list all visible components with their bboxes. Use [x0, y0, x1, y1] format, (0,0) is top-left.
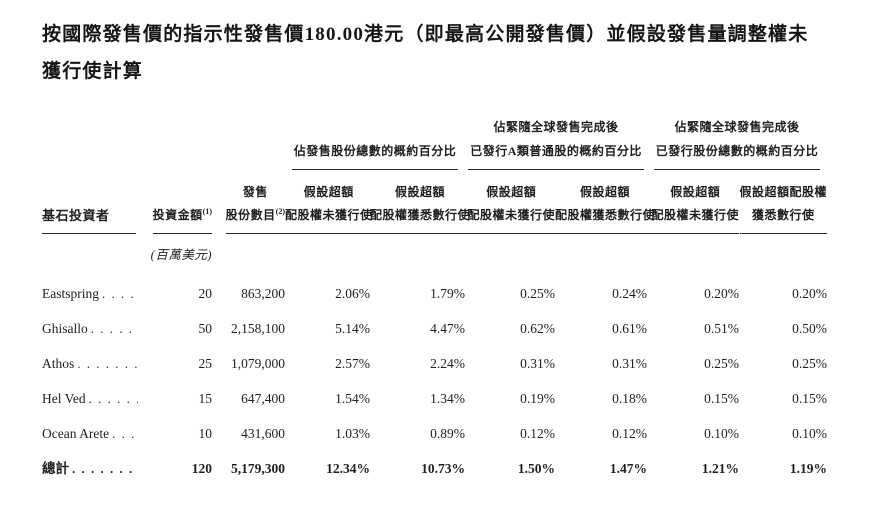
- total-pct-value: 12.34%: [326, 461, 370, 476]
- leader-dots: . . . . . . . . .: [88, 391, 138, 406]
- pct-value: 0.31%: [612, 356, 648, 371]
- pct-value: 0.25%: [792, 356, 828, 371]
- pct-value: 0.20%: [792, 286, 828, 301]
- cornerstone-investors-table: 佔發售股份總數的概約百分比 佔緊隨全球發售完成後 已發行A類普通股的概約百分比 …: [42, 115, 828, 486]
- total-pct-value: 1.47%: [609, 461, 648, 476]
- footnote-1-marker: (1): [202, 207, 212, 216]
- page-title: 按國際發售價的指示性發售價180.00港元（即最高公開發售價）並假設發售量調整權…: [42, 16, 837, 90]
- total-label: 總計: [42, 461, 69, 476]
- investment-amount: 50: [198, 321, 213, 336]
- pct-value: 0.12%: [612, 426, 648, 441]
- pct-value: 0.15%: [792, 391, 828, 406]
- pct-value: 1.34%: [430, 391, 466, 406]
- total-pct-value: 1.50%: [517, 461, 556, 476]
- investor-name: Hel Ved: [42, 391, 86, 406]
- total-pct-value: 10.73%: [421, 461, 466, 476]
- group-header-total-shares-pct: 佔緊隨全球發售完成後 已發行股份總數的概約百分比: [647, 115, 827, 170]
- pct-value: 0.10%: [792, 426, 828, 441]
- col-header-g2-full-overallotment: 假設超額 配股權獲悉數行使: [555, 170, 656, 234]
- investor-name: Ghisallo: [42, 321, 88, 336]
- pct-value: 0.61%: [612, 321, 648, 336]
- table-row: Eastspring. . . . . . . 20 863,200 2.06%…: [42, 263, 827, 311]
- total-row: 總計. . . . . . . . . . . 120 5,179,300 12…: [42, 451, 827, 486]
- table-row: Ghisallo. . . . . . . . . 50 2,158,100 5…: [42, 311, 827, 346]
- investment-amount: 15: [198, 391, 213, 406]
- pct-value: 0.62%: [520, 321, 556, 336]
- offer-shares: 863,200: [241, 286, 285, 301]
- group-header-row: 佔發售股份總數的概約百分比 佔緊隨全球發售完成後 已發行A類普通股的概約百分比 …: [42, 115, 827, 170]
- col-header-investor: 基石投資者: [42, 170, 138, 234]
- pct-value: 0.50%: [792, 321, 828, 336]
- col-header-g3-no-overallotment: 假設超額 配股權未獲行使: [647, 170, 740, 234]
- investor-name: Athos: [42, 356, 75, 371]
- pct-value: 2.06%: [335, 286, 370, 301]
- pct-value: 1.54%: [335, 391, 370, 406]
- pct-value: 0.25%: [520, 286, 556, 301]
- leader-dots: . . . . . . .: [102, 286, 138, 301]
- investor-name: Ocean Arete: [42, 426, 110, 441]
- leader-dots: . . . . . . . . .: [90, 321, 138, 336]
- offer-shares: 1,079,000: [231, 356, 285, 371]
- pct-value: 0.51%: [704, 321, 740, 336]
- investment-amount: 20: [198, 286, 213, 301]
- pct-value: 0.12%: [520, 426, 556, 441]
- pct-value: 2.24%: [430, 356, 466, 371]
- pct-value: 5.14%: [335, 321, 370, 336]
- total-offer-shares: 5,179,300: [231, 461, 285, 476]
- table-row: Ocean Arete. . . . . 10 431,600 1.03% 0.…: [42, 416, 827, 451]
- table-row: Athos. . . . . . . . . . 25 1,079,000 2.…: [42, 346, 827, 381]
- table-row: Hel Ved. . . . . . . . . 15 647,400 1.54…: [42, 381, 827, 416]
- investor-name: Eastspring: [42, 286, 99, 301]
- column-header-row: 基石投資者 投資金額(1) 發售 股份數目(2) 假設超額 配股權未獲行使: [42, 170, 828, 234]
- pct-value: 4.47%: [430, 321, 466, 336]
- col-header-g2-no-overallotment: 假設超額 配股權未獲行使: [465, 170, 556, 234]
- pct-value: 0.20%: [704, 286, 740, 301]
- pct-value: 2.57%: [335, 356, 370, 371]
- group-header-offer-shares-pct: 佔發售股份總數的概約百分比: [285, 115, 465, 170]
- pct-value: 0.31%: [520, 356, 556, 371]
- total-investment-amount: 120: [191, 461, 212, 476]
- pct-value: 0.10%: [704, 426, 740, 441]
- page-title-line2: 獲行使計算: [42, 61, 144, 82]
- amount-unit-label: (百萬美元): [150, 248, 212, 262]
- group-header-spacer: [42, 115, 285, 170]
- footnote-2-marker: (2): [275, 207, 285, 216]
- investment-amount: 10: [198, 426, 213, 441]
- leader-dots: . . . . . . . . . . .: [72, 461, 138, 476]
- pct-value: 0.25%: [704, 356, 740, 371]
- pct-value: 0.89%: [430, 426, 466, 441]
- col-header-g3-full-overallotment: 假設超額配股權 獲悉數行使: [739, 170, 828, 234]
- investment-amount: 25: [198, 356, 213, 371]
- prospectus-page: 按國際發售價的指示性發售價180.00港元（即最高公開發售價）並假設發售量調整權…: [42, 16, 837, 486]
- leader-dots: . . . . .: [112, 426, 138, 441]
- col-header-g1-no-overallotment: 假設超額 配股權未獲行使: [285, 170, 373, 234]
- page-title-line1: 按國際發售價的指示性發售價180.00港元（即最高公開發售價）並假設發售量調整權…: [42, 24, 809, 45]
- group-header-class-a-shares-pct: 佔緊隨全球發售完成後 已發行A類普通股的概約百分比: [465, 115, 647, 170]
- pct-value: 1.03%: [335, 426, 370, 441]
- total-pct-value: 1.19%: [789, 461, 828, 476]
- pct-value: 0.24%: [612, 286, 648, 301]
- total-pct-value: 1.21%: [701, 461, 740, 476]
- offer-shares: 431,600: [241, 426, 285, 441]
- pct-value: 0.15%: [704, 391, 740, 406]
- pct-value: 1.79%: [430, 286, 466, 301]
- col-header-offer-shares: 發售 股份數目(2): [212, 170, 285, 234]
- offer-shares: 647,400: [241, 391, 285, 406]
- col-header-investment-amount: 投資金額(1): [138, 170, 212, 234]
- pct-value: 0.18%: [612, 391, 648, 406]
- leader-dots: . . . . . . . . . .: [77, 356, 138, 371]
- col-header-g1-full-overallotment: 假設超額 配股權獲悉數行使: [370, 170, 471, 234]
- offer-shares: 2,158,100: [231, 321, 285, 336]
- pct-value: 0.19%: [520, 391, 556, 406]
- unit-row: (百萬美元): [42, 234, 827, 263]
